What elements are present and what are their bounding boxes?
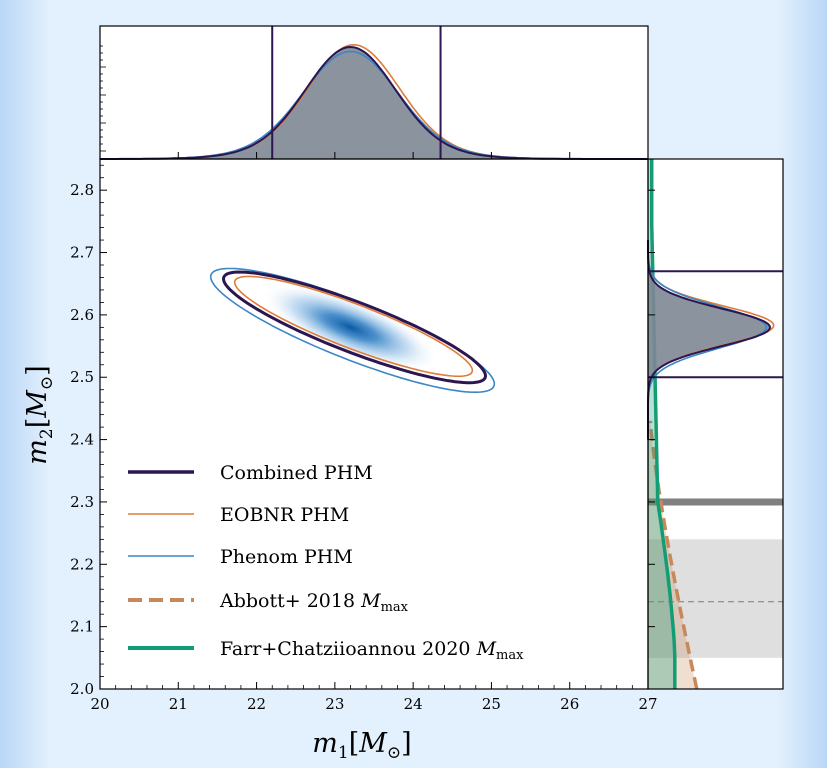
y-tick-label: 2.1 (70, 618, 94, 636)
legend-label-abbott: Abbott+ 2018 Mmax (219, 590, 409, 615)
farr-curve (649, 159, 677, 689)
y-tick-label: 2.2 (70, 555, 94, 573)
y-tick-label: 2.0 (70, 680, 94, 698)
y-tick-label: 2.5 (70, 368, 94, 386)
y-tick-label: 2.6 (70, 306, 94, 324)
x-tick-label: 25 (482, 695, 501, 713)
right-panel-frame (647, 158, 784, 690)
x-tick-label: 23 (325, 695, 344, 713)
contour-combined (221, 270, 488, 385)
legend-label-eobnr: EOBNR PHM (220, 504, 349, 526)
x-tick-label: 21 (169, 695, 188, 713)
legend: Combined PHM EOBNR PHM Phenom PHM Abbott… (128, 462, 524, 663)
y-tick-label: 2.4 (70, 431, 94, 449)
legend-label-phenom: Phenom PHM (220, 546, 353, 568)
m2-marginal-fill (648, 240, 770, 440)
y-axis-label: m2[M⊙] (22, 365, 57, 464)
x-tick-label: 20 (90, 695, 109, 713)
x-tick-label: 24 (404, 695, 423, 713)
y-tick-label: 2.3 (70, 493, 94, 511)
kde-density-blob (261, 283, 440, 372)
y-tick-label: 2.8 (70, 181, 94, 199)
x-axis-label: m1[M⊙] (312, 728, 411, 763)
legend-label-combined: Combined PHM (220, 462, 373, 484)
farr-fill (648, 159, 675, 689)
x-tick-label: 22 (247, 695, 266, 713)
m1-marginal-fill (100, 47, 648, 159)
legend-label-farr: Farr+Chatziioannou 2020 Mmax (220, 638, 524, 663)
y-tick-label: 2.7 (70, 244, 94, 262)
x-tick-label: 26 (560, 695, 579, 713)
x-tick-label: 27 (638, 695, 657, 713)
contour-eobnr (233, 275, 474, 378)
abbott-fill (648, 420, 697, 689)
